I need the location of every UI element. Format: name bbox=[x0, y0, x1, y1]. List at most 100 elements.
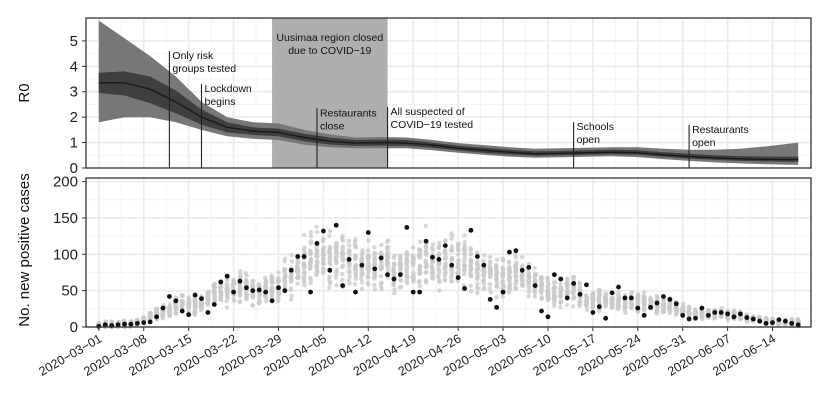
simulated-case-point bbox=[371, 276, 377, 281]
observed-case-point bbox=[763, 320, 769, 326]
simulated-case-point bbox=[366, 238, 371, 243]
simulated-case-point bbox=[655, 308, 660, 313]
simulated-case-point bbox=[359, 276, 364, 282]
simulated-case-point bbox=[360, 248, 365, 253]
simulated-case-point bbox=[411, 278, 416, 283]
simulated-case-point bbox=[738, 316, 744, 321]
observed-case-point bbox=[551, 272, 557, 278]
simulated-case-point bbox=[347, 274, 352, 279]
simulated-case-point bbox=[474, 250, 480, 255]
simulated-case-point bbox=[597, 291, 602, 296]
simulated-case-point bbox=[577, 287, 582, 292]
observed-case-point bbox=[661, 294, 666, 299]
simulated-case-point bbox=[731, 309, 737, 314]
simulated-case-point bbox=[295, 270, 301, 275]
simulated-case-point bbox=[429, 263, 435, 269]
observed-case-point bbox=[468, 227, 474, 233]
observed-case-point bbox=[757, 318, 763, 324]
observed-case-point bbox=[590, 310, 596, 315]
simulated-case-point bbox=[449, 272, 454, 278]
observed-case-point bbox=[782, 318, 788, 324]
simulated-case-point bbox=[494, 283, 499, 288]
simulated-case-point bbox=[622, 301, 628, 306]
simulated-case-point bbox=[359, 269, 365, 275]
simulated-case-point bbox=[321, 268, 326, 274]
simulated-case-point bbox=[475, 290, 480, 296]
simulated-case-point bbox=[320, 257, 326, 262]
observed-case-point bbox=[231, 289, 236, 295]
observed-case-point bbox=[417, 289, 423, 295]
observed-case-point bbox=[725, 311, 730, 317]
simulated-case-point bbox=[212, 293, 217, 298]
observed-case-point bbox=[673, 301, 679, 307]
cases-y-tick-label: 150 bbox=[53, 210, 78, 227]
observed-case-point bbox=[654, 300, 660, 306]
observed-case-point bbox=[391, 276, 397, 282]
simulated-case-point bbox=[308, 264, 313, 269]
simulated-case-point bbox=[372, 287, 378, 292]
observed-case-point bbox=[430, 254, 435, 260]
simulated-case-point bbox=[596, 299, 602, 304]
simulated-case-point bbox=[469, 266, 474, 272]
simulated-case-point bbox=[712, 316, 717, 321]
simulated-case-point bbox=[481, 277, 486, 282]
simulated-case-point bbox=[424, 263, 429, 269]
simulated-case-point bbox=[186, 304, 191, 309]
simulated-case-point bbox=[392, 262, 397, 267]
observed-case-point bbox=[705, 312, 711, 318]
simulated-case-point bbox=[564, 281, 570, 286]
r0-y-tick-label: 0 bbox=[70, 160, 78, 177]
observed-case-point bbox=[519, 267, 525, 273]
event-label: Lockdown bbox=[204, 83, 251, 95]
simulated-case-point bbox=[462, 239, 467, 245]
simulated-case-point bbox=[437, 240, 442, 246]
simulated-case-point bbox=[404, 257, 409, 262]
observed-case-point bbox=[308, 289, 313, 295]
simulated-case-point bbox=[193, 303, 198, 309]
simulated-case-point bbox=[224, 281, 230, 287]
observed-case-point bbox=[288, 267, 294, 273]
simulated-case-point bbox=[385, 239, 390, 245]
simulated-case-point bbox=[443, 254, 448, 260]
observed-case-point bbox=[320, 228, 326, 234]
observed-case-point bbox=[192, 292, 198, 298]
simulated-case-point bbox=[449, 248, 455, 254]
simulated-case-point bbox=[365, 275, 371, 280]
simulated-case-point bbox=[519, 264, 525, 269]
simulated-case-point bbox=[263, 294, 268, 299]
simulated-case-point bbox=[660, 308, 666, 313]
simulated-case-point bbox=[744, 319, 750, 324]
simulated-case-point bbox=[276, 278, 281, 283]
observed-case-point bbox=[500, 289, 506, 295]
simulated-case-point bbox=[456, 262, 461, 267]
simulated-case-point bbox=[519, 273, 524, 278]
simulated-case-point bbox=[501, 284, 506, 290]
simulated-case-point bbox=[641, 308, 647, 313]
observed-case-point bbox=[141, 320, 147, 326]
simulated-case-point bbox=[411, 270, 416, 275]
observed-case-point bbox=[680, 312, 686, 318]
simulated-case-point bbox=[443, 238, 448, 244]
simulated-case-point bbox=[333, 242, 339, 248]
observed-case-point bbox=[372, 266, 378, 272]
event-label: All suspected of bbox=[391, 106, 465, 118]
simulated-case-point bbox=[506, 290, 512, 295]
simulated-case-point bbox=[167, 313, 172, 318]
simulated-case-point bbox=[346, 243, 352, 248]
simulated-case-point bbox=[462, 258, 467, 264]
simulated-case-point bbox=[687, 310, 692, 315]
simulated-case-point bbox=[365, 262, 371, 268]
simulated-case-point bbox=[359, 286, 365, 292]
simulated-case-point bbox=[641, 289, 647, 295]
observed-case-point bbox=[571, 280, 577, 286]
simulated-case-point bbox=[327, 281, 333, 286]
simulated-case-point bbox=[487, 254, 493, 260]
simulated-case-point bbox=[250, 283, 255, 288]
simulated-case-point bbox=[423, 223, 428, 228]
simulated-case-point bbox=[456, 248, 461, 253]
event-label: groups tested bbox=[172, 63, 236, 75]
observed-case-point bbox=[487, 296, 493, 302]
simulated-case-point bbox=[455, 252, 461, 257]
simulated-case-point bbox=[346, 238, 352, 244]
cases-axis-title: No. new positive cases bbox=[16, 173, 33, 326]
